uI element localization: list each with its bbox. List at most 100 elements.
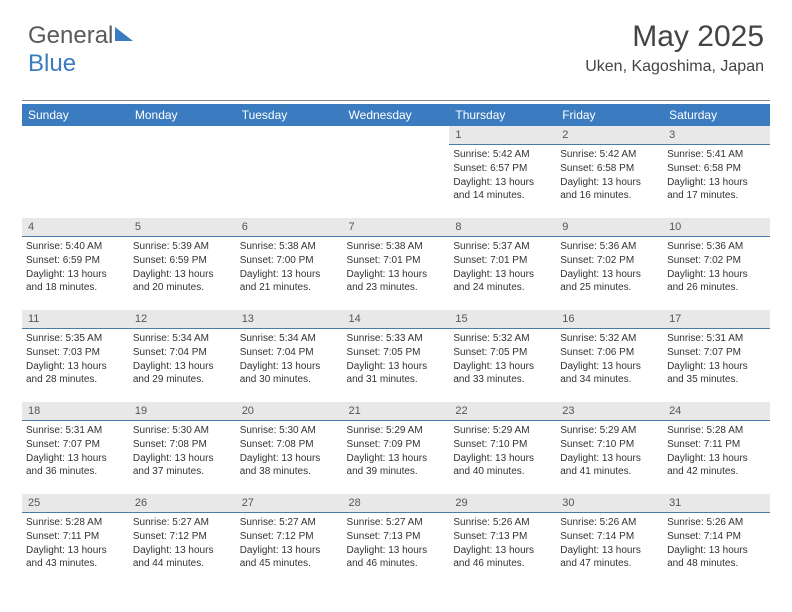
day-body: Sunrise: 5:30 AMSunset: 7:08 PMDaylight:…: [236, 421, 343, 481]
calendar-day-cell: 16Sunrise: 5:32 AMSunset: 7:06 PMDayligh…: [556, 310, 663, 402]
day-number: 2: [556, 126, 663, 145]
calendar-day-cell: 9Sunrise: 5:36 AMSunset: 7:02 PMDaylight…: [556, 218, 663, 310]
day-body: Sunrise: 5:31 AMSunset: 7:07 PMDaylight:…: [663, 329, 770, 389]
sunset-text: Sunset: 7:10 PM: [453, 438, 552, 451]
daylight-text: Daylight: 13 hours and 37 minutes.: [133, 452, 232, 478]
calendar-week-row: 25Sunrise: 5:28 AMSunset: 7:11 PMDayligh…: [22, 494, 770, 586]
calendar-day-cell: 31Sunrise: 5:26 AMSunset: 7:14 PMDayligh…: [663, 494, 770, 586]
sunset-text: Sunset: 7:11 PM: [667, 438, 766, 451]
sunset-text: Sunset: 7:04 PM: [133, 346, 232, 359]
day-body: Sunrise: 5:36 AMSunset: 7:02 PMDaylight:…: [663, 237, 770, 297]
sunrise-text: Sunrise: 5:36 AM: [560, 240, 659, 253]
day-body: Sunrise: 5:26 AMSunset: 7:14 PMDaylight:…: [663, 513, 770, 573]
sunset-text: Sunset: 7:01 PM: [453, 254, 552, 267]
sunset-text: Sunset: 7:11 PM: [26, 530, 125, 543]
day-number: 11: [22, 310, 129, 329]
calendar-day-cell: [343, 126, 450, 218]
sunset-text: Sunset: 7:07 PM: [26, 438, 125, 451]
day-number: 29: [449, 494, 556, 513]
sunrise-text: Sunrise: 5:39 AM: [133, 240, 232, 253]
calendar-week-row: 18Sunrise: 5:31 AMSunset: 7:07 PMDayligh…: [22, 402, 770, 494]
daylight-text: Daylight: 13 hours and 33 minutes.: [453, 360, 552, 386]
day-body: Sunrise: 5:30 AMSunset: 7:08 PMDaylight:…: [129, 421, 236, 481]
day-number: 3: [663, 126, 770, 145]
sunset-text: Sunset: 7:00 PM: [240, 254, 339, 267]
logo-triangle-icon: [115, 27, 133, 41]
calendar-day-cell: 18Sunrise: 5:31 AMSunset: 7:07 PMDayligh…: [22, 402, 129, 494]
sunrise-text: Sunrise: 5:41 AM: [667, 148, 766, 161]
day-number: 26: [129, 494, 236, 513]
day-number: 21: [343, 402, 450, 421]
day-number: 12: [129, 310, 236, 329]
daylight-text: Daylight: 13 hours and 48 minutes.: [667, 544, 766, 570]
daylight-text: Daylight: 13 hours and 28 minutes.: [26, 360, 125, 386]
sunset-text: Sunset: 7:12 PM: [240, 530, 339, 543]
sunrise-text: Sunrise: 5:42 AM: [560, 148, 659, 161]
day-number: 22: [449, 402, 556, 421]
day-number: 7: [343, 218, 450, 237]
sunset-text: Sunset: 6:58 PM: [667, 162, 766, 175]
daylight-text: Daylight: 13 hours and 16 minutes.: [560, 176, 659, 202]
daylight-text: Daylight: 13 hours and 45 minutes.: [240, 544, 339, 570]
sunrise-text: Sunrise: 5:28 AM: [667, 424, 766, 437]
calendar-day-cell: 21Sunrise: 5:29 AMSunset: 7:09 PMDayligh…: [343, 402, 450, 494]
sunrise-text: Sunrise: 5:38 AM: [347, 240, 446, 253]
calendar-day-cell: 28Sunrise: 5:27 AMSunset: 7:13 PMDayligh…: [343, 494, 450, 586]
header-divider: [22, 100, 770, 101]
calendar-day-cell: 27Sunrise: 5:27 AMSunset: 7:12 PMDayligh…: [236, 494, 343, 586]
calendar-day-cell: 15Sunrise: 5:32 AMSunset: 7:05 PMDayligh…: [449, 310, 556, 402]
sunset-text: Sunset: 7:14 PM: [560, 530, 659, 543]
weekday-header: Sunday: [22, 104, 129, 126]
calendar-day-cell: 5Sunrise: 5:39 AMSunset: 6:59 PMDaylight…: [129, 218, 236, 310]
day-number: [22, 126, 129, 130]
daylight-text: Daylight: 13 hours and 47 minutes.: [560, 544, 659, 570]
daylight-text: Daylight: 13 hours and 34 minutes.: [560, 360, 659, 386]
sunrise-text: Sunrise: 5:37 AM: [453, 240, 552, 253]
daylight-text: Daylight: 13 hours and 29 minutes.: [133, 360, 232, 386]
day-body: Sunrise: 5:42 AMSunset: 6:57 PMDaylight:…: [449, 145, 556, 205]
daylight-text: Daylight: 13 hours and 20 minutes.: [133, 268, 232, 294]
day-number: 9: [556, 218, 663, 237]
day-number: [129, 126, 236, 130]
day-body: Sunrise: 5:26 AMSunset: 7:13 PMDaylight:…: [449, 513, 556, 573]
day-body: Sunrise: 5:41 AMSunset: 6:58 PMDaylight:…: [663, 145, 770, 205]
weekday-header: Thursday: [449, 104, 556, 126]
sunrise-text: Sunrise: 5:36 AM: [667, 240, 766, 253]
sunset-text: Sunset: 7:10 PM: [560, 438, 659, 451]
calendar-day-cell: 7Sunrise: 5:38 AMSunset: 7:01 PMDaylight…: [343, 218, 450, 310]
sunrise-text: Sunrise: 5:38 AM: [240, 240, 339, 253]
day-body: Sunrise: 5:34 AMSunset: 7:04 PMDaylight:…: [129, 329, 236, 389]
daylight-text: Daylight: 13 hours and 25 minutes.: [560, 268, 659, 294]
day-body: Sunrise: 5:27 AMSunset: 7:12 PMDaylight:…: [129, 513, 236, 573]
sunrise-text: Sunrise: 5:26 AM: [667, 516, 766, 529]
day-body: Sunrise: 5:34 AMSunset: 7:04 PMDaylight:…: [236, 329, 343, 389]
sunrise-text: Sunrise: 5:26 AM: [453, 516, 552, 529]
calendar-table: Sunday Monday Tuesday Wednesday Thursday…: [22, 104, 770, 586]
sunset-text: Sunset: 7:07 PM: [667, 346, 766, 359]
day-number: 10: [663, 218, 770, 237]
day-body: Sunrise: 5:26 AMSunset: 7:14 PMDaylight:…: [556, 513, 663, 573]
calendar-day-cell: [129, 126, 236, 218]
calendar-day-cell: 17Sunrise: 5:31 AMSunset: 7:07 PMDayligh…: [663, 310, 770, 402]
sunrise-text: Sunrise: 5:40 AM: [26, 240, 125, 253]
sunrise-text: Sunrise: 5:42 AM: [453, 148, 552, 161]
day-body: Sunrise: 5:29 AMSunset: 7:10 PMDaylight:…: [556, 421, 663, 481]
day-body: Sunrise: 5:28 AMSunset: 7:11 PMDaylight:…: [22, 513, 129, 573]
sunset-text: Sunset: 7:14 PM: [667, 530, 766, 543]
day-number: 23: [556, 402, 663, 421]
day-body: Sunrise: 5:29 AMSunset: 7:10 PMDaylight:…: [449, 421, 556, 481]
sunrise-text: Sunrise: 5:27 AM: [240, 516, 339, 529]
sunrise-text: Sunrise: 5:32 AM: [453, 332, 552, 345]
day-number: 1: [449, 126, 556, 145]
sunset-text: Sunset: 7:13 PM: [453, 530, 552, 543]
day-body: Sunrise: 5:33 AMSunset: 7:05 PMDaylight:…: [343, 329, 450, 389]
daylight-text: Daylight: 13 hours and 31 minutes.: [347, 360, 446, 386]
day-body: Sunrise: 5:32 AMSunset: 7:06 PMDaylight:…: [556, 329, 663, 389]
daylight-text: Daylight: 13 hours and 42 minutes.: [667, 452, 766, 478]
calendar-day-cell: 1Sunrise: 5:42 AMSunset: 6:57 PMDaylight…: [449, 126, 556, 218]
sunset-text: Sunset: 7:09 PM: [347, 438, 446, 451]
sunrise-text: Sunrise: 5:31 AM: [26, 424, 125, 437]
day-number: 13: [236, 310, 343, 329]
sunrise-text: Sunrise: 5:34 AM: [240, 332, 339, 345]
sunrise-text: Sunrise: 5:32 AM: [560, 332, 659, 345]
